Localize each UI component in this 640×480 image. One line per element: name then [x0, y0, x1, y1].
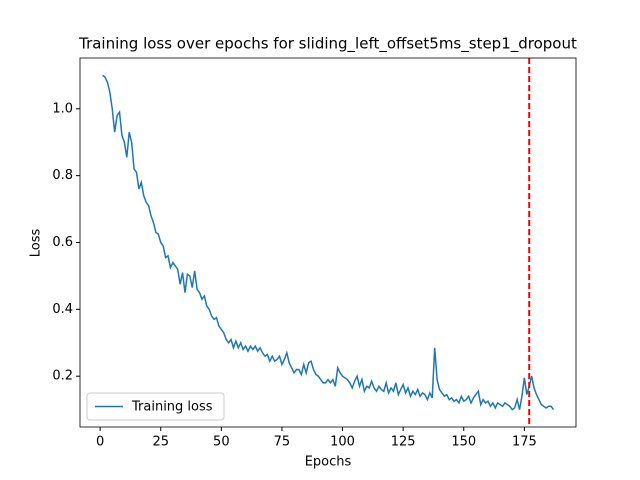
y-tick-label: 0.8 — [52, 168, 73, 183]
y-tick-label: 1.0 — [52, 101, 73, 116]
legend-box — [86, 392, 225, 421]
x-tick-label: 50 — [213, 435, 230, 450]
x-tick-label: 175 — [512, 435, 537, 450]
x-tick-label: 150 — [451, 435, 476, 450]
plot-frame — [79, 57, 577, 428]
x-tick-label: 75 — [274, 435, 291, 450]
y-tick-label: 0.4 — [52, 302, 73, 317]
x-tick-label: 125 — [391, 435, 416, 450]
legend-label: Training loss — [131, 400, 213, 415]
x-axis-label: Epochs — [305, 455, 352, 470]
y-tick-label: 0.2 — [52, 369, 73, 384]
x-tick-label: 25 — [152, 435, 169, 450]
loss-line — [102, 74, 555, 411]
x-tick-label: 100 — [330, 435, 355, 450]
y-axis-label: Loss — [29, 229, 44, 258]
chart-title: Training loss over epochs for sliding_le… — [78, 35, 577, 54]
y-tick-label: 0.6 — [52, 235, 73, 250]
x-tick-label: 0 — [96, 435, 104, 450]
